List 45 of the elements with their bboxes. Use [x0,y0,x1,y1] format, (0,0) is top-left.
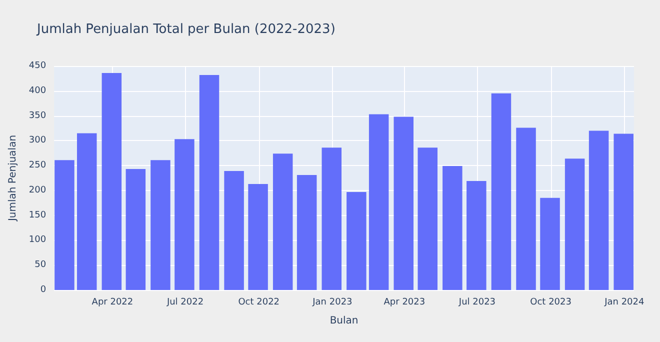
bar [588,130,609,290]
x-tick-label: Jul 2023 [458,298,496,308]
bar [322,148,342,290]
y-axis-title: Jumlah Penjualan [8,134,18,222]
bar [394,116,414,290]
x-tick-label: Jul 2022 [166,298,204,308]
bar [150,160,170,290]
y-tick-label: 0 [40,285,46,295]
bar [368,114,389,290]
x-tick-label: Apr 2023 [384,298,426,308]
bar [272,154,293,290]
y-tick-label: 50 [34,260,46,270]
x-tick-label: Oct 2022 [238,298,280,308]
bar [564,158,585,290]
bar [54,160,74,290]
y-tick-label: 400 [28,86,46,96]
bar [442,166,462,290]
bar [540,198,560,290]
y-tick-label: 100 [28,235,46,246]
x-tick-label: Apr 2022 [92,298,134,308]
y-tick-label: 200 [28,185,46,196]
bar [491,93,512,290]
bar [296,175,317,290]
y-tick-label: 150 [28,210,46,220]
bar [466,180,486,290]
x-tick-label: Jan 2024 [604,298,644,308]
bar [248,184,268,290]
bar [516,128,536,290]
x-tick-label: Jan 2023 [312,298,352,308]
bar [102,72,122,290]
chart-title: Jumlah Penjualan Total per Bulan (2022-2023) [36,22,336,37]
bar [174,139,194,290]
x-axis-title: Bulan [330,316,358,326]
bar [614,134,634,290]
bar [346,192,366,290]
y-tick-label: 250 [28,160,46,171]
bar [126,169,146,290]
bar [224,171,244,290]
bar [77,133,97,290]
x-tick-label: Oct 2023 [530,298,572,308]
bar [418,148,438,290]
y-tick-label: 450 [28,61,46,71]
y-tick-label: 350 [28,110,46,121]
bar [199,74,220,290]
y-tick-label: 300 [28,136,46,146]
